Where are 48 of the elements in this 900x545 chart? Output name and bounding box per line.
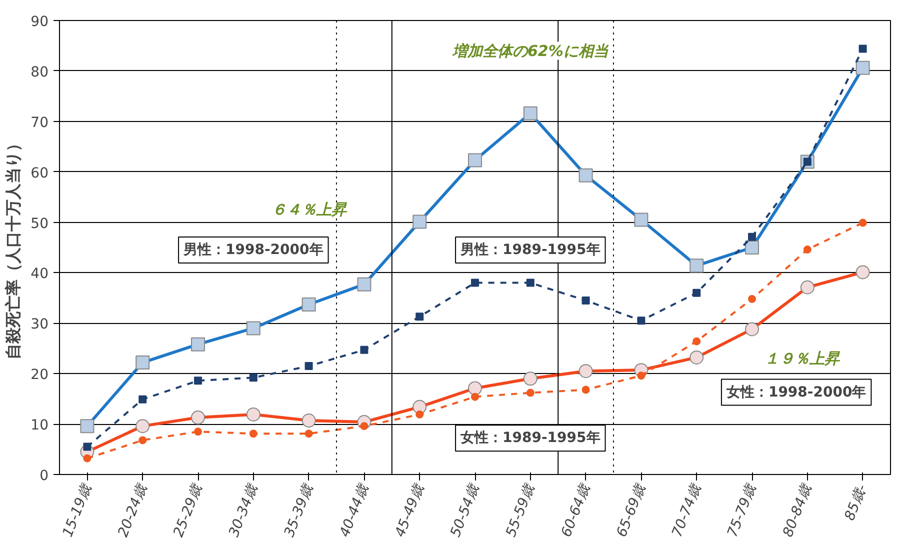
y-axis-title: 自殺死亡率（人口十万人当り） xyxy=(4,136,23,360)
y-tick-label: 40 xyxy=(30,266,49,282)
point xyxy=(582,296,590,304)
x-tick-label: 85歳- xyxy=(842,482,870,523)
point xyxy=(83,454,92,462)
y-tick-label: 90 xyxy=(30,14,49,30)
y-tick-label: 60 xyxy=(30,165,49,182)
point xyxy=(526,388,534,397)
point xyxy=(416,410,424,418)
point xyxy=(194,428,202,436)
point xyxy=(637,316,646,325)
point xyxy=(304,430,313,438)
point xyxy=(748,232,756,241)
point xyxy=(582,386,590,394)
point xyxy=(138,395,147,404)
point xyxy=(249,374,258,382)
y-tick-label: 0 xyxy=(40,468,49,484)
y-tick-label: 50 xyxy=(30,216,49,232)
point xyxy=(138,436,147,444)
point xyxy=(692,288,701,297)
point xyxy=(803,246,812,254)
y-tick-label: 80 xyxy=(30,64,49,80)
point xyxy=(637,372,646,380)
y-tick-label: 30 xyxy=(30,316,49,333)
point xyxy=(360,346,368,354)
point xyxy=(360,422,368,430)
point xyxy=(526,278,534,287)
annotation: 増加全体の62%に相当 xyxy=(451,42,610,60)
series-label: 男性：1989-1995年 xyxy=(460,242,600,258)
point xyxy=(416,312,424,321)
point xyxy=(83,442,92,451)
point xyxy=(858,218,867,227)
text: 男性：1998-2000年 xyxy=(182,242,324,258)
y-tick-label: 20 xyxy=(30,367,49,384)
text: 女性：1998-2000年 xyxy=(725,384,866,400)
point xyxy=(194,376,202,385)
annotation: １９％上昇 xyxy=(764,349,840,368)
point xyxy=(692,337,701,346)
point xyxy=(471,278,479,287)
point xyxy=(858,44,867,53)
point xyxy=(249,430,258,438)
point xyxy=(471,392,479,401)
point xyxy=(304,362,313,370)
series-label: 女性：1989-1995年 xyxy=(460,430,600,446)
annotation: ６４％上昇 xyxy=(271,200,348,219)
point xyxy=(748,294,756,303)
y-tick-label: 70 xyxy=(30,114,49,131)
y-tick-label: 10 xyxy=(30,418,49,434)
